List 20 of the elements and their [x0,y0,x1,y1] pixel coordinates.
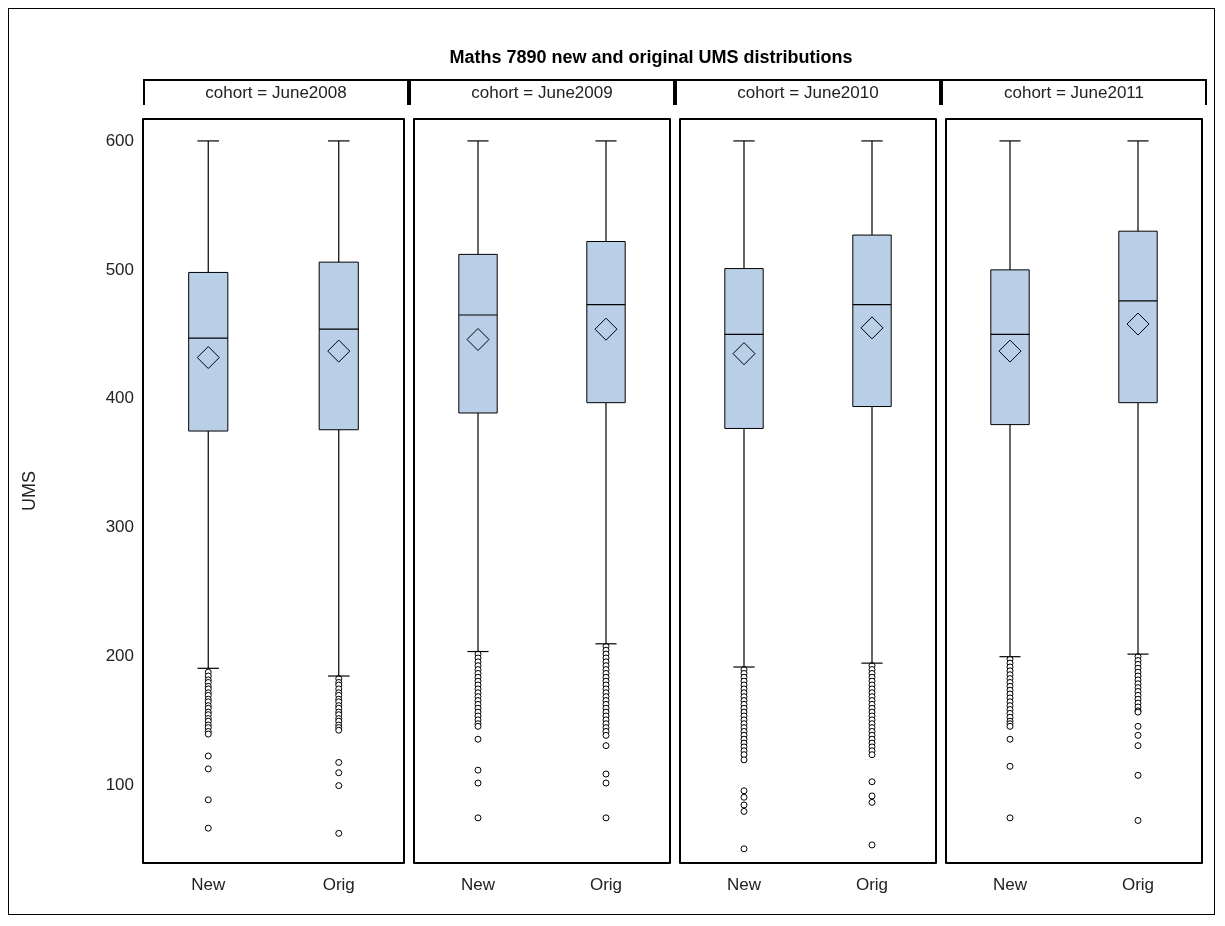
x-tick-label: New [992,874,1028,894]
y-tick-label: 100 [105,775,134,795]
y-tick-label: 500 [105,259,134,279]
x-tick-label: Orig [589,874,623,894]
x-tick-label: Orig [322,874,355,894]
x-tick-label: New [460,874,496,894]
x-tick-label: Orig [855,874,889,894]
chart-subtitle: cohort = June2008 [143,79,409,105]
x-tick-label: New [191,874,226,894]
chart-subtitle: cohort = June2009 [409,79,675,105]
chart-subtitle: cohort = June2010 [675,79,941,105]
x-tick-label: New [726,874,762,894]
chart-title: Maths 7890 new and original UMS distributions [448,47,854,68]
y-axis-title: UMS [18,471,39,511]
y-tick-label: 600 [105,130,134,150]
y-tick-label: 200 [105,646,134,666]
y-tick-label: 400 [105,388,134,408]
chart-subtitle: cohort = June2011 [941,79,1207,105]
x-tick-label: Orig [1121,874,1155,894]
y-tick-label: 300 [105,517,134,537]
